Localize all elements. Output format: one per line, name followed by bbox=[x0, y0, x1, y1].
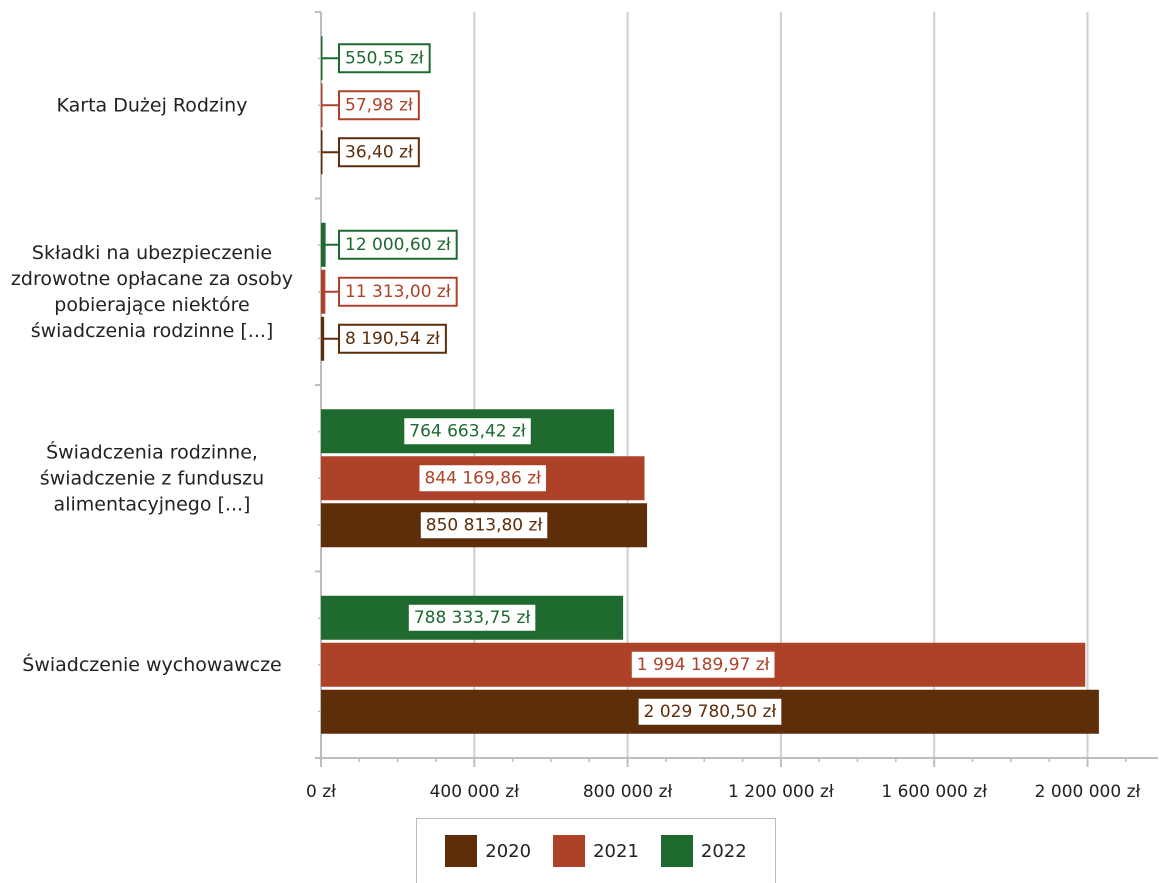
category-label: alimentacyjnego [...] bbox=[54, 493, 251, 515]
data-label-box bbox=[338, 323, 447, 354]
data-label-2022-cat-4: 788 333,75 zł bbox=[406, 602, 538, 633]
data-label-2022-cat-1: 550,55 zł bbox=[321, 43, 431, 74]
category-label: Karta Dużej Rodziny bbox=[57, 94, 248, 116]
category-label: świadczenie z funduszu bbox=[40, 467, 264, 489]
data-label-box bbox=[418, 510, 550, 541]
data-label-2020-cat-4: 2 029 780,50 zł bbox=[636, 696, 784, 727]
data-label-text: 764 663,42 zł bbox=[409, 421, 526, 441]
data-label-2021-cat-3: 844 169,86 zł bbox=[417, 463, 549, 494]
data-label-box bbox=[338, 90, 420, 121]
category-label: pobierające niektóre bbox=[54, 294, 249, 316]
x-tick-label: 0 zł bbox=[306, 782, 336, 802]
data-label-text: 850 813,80 zł bbox=[426, 515, 543, 535]
legend-label-2022: 2022 bbox=[700, 840, 747, 862]
data-label-box bbox=[417, 463, 549, 494]
data-label-box bbox=[406, 602, 538, 633]
data-label-text: 1 994 189,97 zł bbox=[637, 655, 770, 675]
legend-swatch-2021 bbox=[553, 835, 586, 867]
x-tick-label: 1 200 000 zł bbox=[728, 782, 834, 802]
category-label: świadczenia rodzinne [...] bbox=[31, 320, 274, 342]
x-tick-label: 1 600 000 zł bbox=[881, 782, 987, 802]
data-label-box bbox=[338, 229, 458, 260]
legend-item-2022: 2022 bbox=[660, 835, 747, 867]
data-label-2022-cat-2: 12 000,60 zł bbox=[321, 229, 458, 260]
data-label-box bbox=[338, 276, 458, 307]
data-label-text: 2 029 780,50 zł bbox=[644, 702, 777, 722]
category-labels: Karta Dużej Rodziny Składki na ubezpiecze… bbox=[11, 94, 293, 676]
data-label-text: 550,55 zł bbox=[345, 48, 424, 68]
legend: 2020 2021 2022 bbox=[416, 818, 776, 883]
data-label-2021-cat-2: 11 313,00 zł bbox=[321, 276, 458, 307]
legend-item-2021: 2021 bbox=[553, 835, 639, 867]
category-label: Świadczenia rodzinne, bbox=[46, 439, 258, 463]
data-label-text: 11 313,00 zł bbox=[345, 282, 451, 302]
data-label-2021-cat-1: 57,98 zł bbox=[321, 90, 420, 121]
data-label-2021-cat-4: 1 994 189,97 zł bbox=[629, 649, 777, 680]
data-label-2020-cat-1: 36,40 zł bbox=[321, 137, 420, 168]
legend-label-2020: 2020 bbox=[485, 840, 532, 862]
data-label-box bbox=[636, 696, 784, 727]
x-tick-label: 800 000 zł bbox=[583, 782, 673, 802]
legend-swatch-2022 bbox=[660, 835, 693, 867]
data-label-text: 57,98 zł bbox=[345, 95, 413, 115]
category-label: Świadczenie wychowawcze bbox=[22, 652, 281, 676]
x-tick-label: 400 000 zł bbox=[430, 782, 520, 802]
x-tick-labels: 0 zł 400 000 zł 800 000 zł 1 200 000 zł 1 60… bbox=[306, 782, 1140, 802]
data-label-box bbox=[338, 43, 431, 74]
x-tick-label: 2 000 000 zł bbox=[1035, 782, 1141, 802]
legend-label-2021: 2021 bbox=[593, 840, 639, 862]
category-label: zdrowotne opłacane za osoby bbox=[11, 268, 293, 290]
category-label: Składki na ubezpieczenie bbox=[32, 242, 272, 264]
data-label-text: 788 333,75 zł bbox=[414, 608, 531, 628]
data-label-box bbox=[402, 416, 533, 447]
data-label-box bbox=[338, 137, 420, 168]
data-label-box bbox=[629, 649, 777, 680]
data-label-2020-cat-3: 850 813,80 zł bbox=[418, 510, 550, 541]
legend-item-2020: 2020 bbox=[445, 835, 531, 867]
data-label-text: 8 190,54 zł bbox=[345, 329, 440, 349]
data-label-2020-cat-2: 8 190,54 zł bbox=[321, 323, 447, 354]
data-label-text: 844 169,86 zł bbox=[425, 468, 542, 488]
bar-chart: 550,55 zł 57,98 zł 36,40 zł 12 000,60 zł 11 … bbox=[11, 11, 1158, 802]
data-label-text: 12 000,60 zł bbox=[345, 235, 451, 255]
legend-swatch-2020 bbox=[445, 835, 478, 867]
data-label-2022-cat-3: 764 663,42 zł bbox=[402, 416, 533, 447]
data-labels: 550,55 zł 57,98 zł 36,40 zł 12 000,60 zł 11 … bbox=[321, 43, 784, 727]
data-label-text: 36,40 zł bbox=[345, 142, 413, 162]
